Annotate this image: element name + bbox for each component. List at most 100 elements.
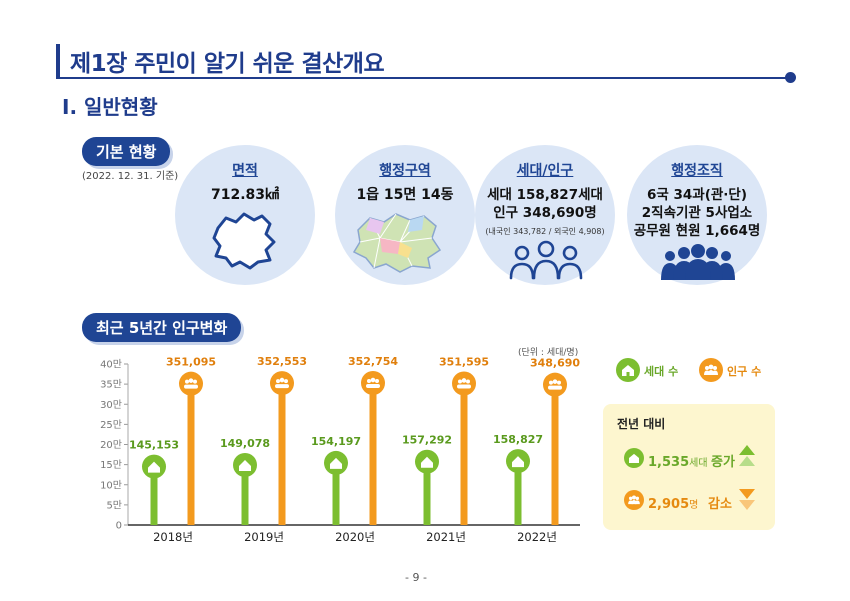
population-change-value: 2,905명 [648,497,699,512]
person-glyph [557,380,561,385]
person-glyph-body [275,384,289,389]
basis-date: (2022. 12. 31. 기준) [82,171,179,182]
population-legend-label: 인구 수 [727,365,762,378]
x-category-label: 2019년 [244,530,284,544]
map-outline-icon [212,212,276,270]
y-tick-label: 25만 [100,419,122,431]
district-value: 1읍 15면 14동 [356,187,454,203]
house-glyph [239,459,251,471]
organization-line-2: 2직속기관 5사업소 [641,205,753,221]
basic-status-pill: 기본 현황 [82,137,171,166]
area-value: 712.83㎢ [210,187,280,203]
person-glyph [284,379,288,384]
person-glyph [276,379,280,384]
population-value-label: 351,095 [166,356,216,369]
population-change-label: 감소 [708,497,732,512]
x-category-label: 2020년 [335,530,375,544]
population-compare-icon [624,490,644,510]
household-value-label: 149,078 [220,437,270,450]
decrease-arrow-icon [739,489,755,510]
population-heading: 세대/인구 [516,163,574,179]
header-dot [785,72,796,83]
person-glyph [461,378,467,383]
x-category-label: 2022년 [517,530,557,544]
population-bar-icon [361,371,385,396]
people-outline-icon [509,240,583,280]
yoy-title: 전년 대비 [617,417,666,431]
x-category-label: 2021년 [426,530,466,544]
organization-line-1: 6국 34과(관·단) [646,187,748,203]
y-tick-label: 15만 [100,459,122,471]
y-tick-label: 0 [116,521,122,532]
organization-heading: 행정조직 [671,163,723,179]
increase-arrow-icon [739,445,755,466]
population-bar [551,384,559,525]
household-bar [514,461,522,525]
household-bar [241,464,249,525]
population-legend-icon [699,358,723,382]
population-value-label: 352,754 [348,355,398,368]
households-line: 세대 158,827세대 [487,187,603,203]
household-compare-icon [624,448,644,468]
y-tick-label: 35만 [100,379,122,391]
population-breakdown: (내국인 343,782 / 외국인 4,908) [485,227,605,236]
house-glyph [330,457,342,469]
y-tick-label: 5만 [106,499,122,511]
person-glyph-body [184,384,198,389]
header-accent-bar [56,44,60,78]
staff-group-icon [661,244,735,280]
district-map-icon [352,213,442,273]
population-bar-icon [543,372,567,397]
y-tick-label: 30만 [100,399,122,411]
person-glyph [193,379,197,384]
y-tick-label: 40만 [100,359,122,371]
section-title: Ⅰ. 일반현황 [62,95,158,119]
house-glyph [512,456,524,468]
person-glyph [458,379,462,384]
population-bar-icon [270,371,294,396]
population-bar [187,383,195,525]
household-change-label: 증가 [711,455,735,470]
area-heading: 면적 [232,163,258,179]
population-value-label: 348,690 [530,357,580,370]
household-value-label: 145,153 [129,439,179,452]
population-value-label: 352,553 [257,355,307,368]
population-bar [460,383,468,525]
person-glyph-body [548,385,562,390]
household-legend-label: 세대 수 [644,365,679,378]
person-glyph [185,379,189,384]
person-glyph [279,377,285,383]
person-glyph [375,379,379,384]
household-bar [332,462,340,525]
household-value-label: 158,827 [493,433,543,446]
person-glyph [188,378,194,383]
page-number: - 9 - [405,571,427,584]
header-underline [56,77,790,79]
population-value-label: 351,595 [439,355,489,368]
population-line: 인구 348,690명 [493,205,597,221]
house-glyph [148,461,160,473]
household-value-label: 157,292 [402,434,452,447]
population-bar [278,383,286,525]
household-change-value: 1,535세대 [648,455,708,470]
y-tick-label: 10만 [100,479,122,491]
household-legend-icon [616,358,640,382]
house-glyph [421,456,433,468]
person-glyph [552,379,558,384]
person-glyph-body [366,384,380,389]
x-category-label: 2018년 [153,530,193,544]
person-glyph [370,377,376,383]
population-change-pill: 최근 5년간 인구변화 [82,313,242,342]
organization-line-3: 공무원 현원 1,664명 [633,223,761,239]
person-glyph-body [457,384,471,389]
district-heading: 행정구역 [379,163,431,179]
household-bar [150,466,158,525]
household-value-label: 154,197 [311,435,361,448]
unit-label: (단위 : 세대/명) [518,348,579,358]
person-glyph [466,379,470,384]
chapter-title: 제1장 주민이 알기 쉬운 결산개요 [70,51,385,77]
population-bar [369,383,377,525]
population-bar-icon [179,371,203,396]
population-bar-icon [452,371,476,396]
